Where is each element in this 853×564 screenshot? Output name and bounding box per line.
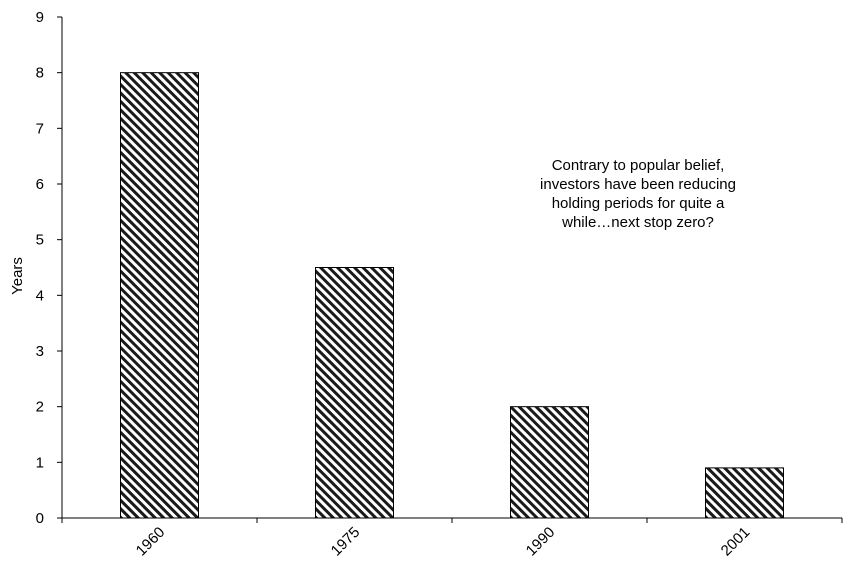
y-ticks-group: 0 1 2 3 4 5 6 7 8 9	[36, 9, 62, 527]
bar-1975	[315, 267, 394, 519]
y-tick-label: 5	[36, 232, 44, 249]
bar-1990	[510, 406, 589, 519]
chart-annotation: Contrary to popular belief, investors ha…	[478, 156, 798, 232]
x-tick-label-2001: 2001	[718, 524, 754, 560]
annotation-line-2: investors have been reducing	[540, 176, 736, 193]
y-tick-label: 4	[36, 287, 44, 304]
bar-2001	[705, 467, 784, 519]
x-tick-label-1975: 1975	[328, 524, 364, 560]
y-tick-label: 3	[36, 343, 44, 360]
x-tick-label-1990: 1990	[523, 524, 559, 560]
y-tick-label: 0	[36, 510, 44, 527]
y-tick-label: 8	[36, 65, 44, 82]
x-tick-label-1960: 1960	[133, 524, 169, 560]
annotation-line-4: while…next stop zero?	[562, 214, 714, 231]
y-tick-label: 9	[36, 9, 44, 26]
x-ticks-group: 1960 1975 1990 2001	[61, 518, 843, 560]
bar-1960	[120, 72, 199, 519]
y-axis-label: Years	[9, 257, 26, 295]
y-tick-label: 7	[36, 120, 44, 137]
annotation-line-3: holding periods for quite a	[551, 195, 725, 212]
annotation-line-1: Contrary to popular belief,	[551, 157, 725, 174]
bars-group	[120, 72, 784, 519]
y-tick-label: 6	[36, 176, 44, 193]
y-tick-label: 1	[36, 454, 44, 471]
y-tick-label: 2	[36, 399, 44, 416]
